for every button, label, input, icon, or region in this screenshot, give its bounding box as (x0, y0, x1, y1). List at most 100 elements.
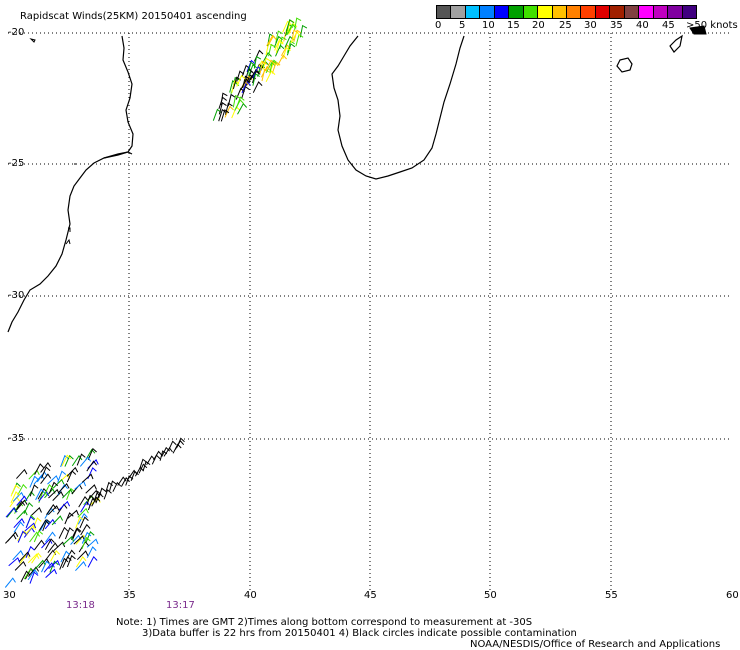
wind-barb (75, 516, 85, 529)
legend-label: 20 (532, 20, 545, 31)
wind-barb (252, 81, 263, 93)
wind-barb (81, 536, 91, 549)
wind-barb (33, 474, 45, 485)
wind-barb (77, 507, 89, 518)
wind-barb (78, 496, 89, 508)
map-title: Rapidscat Winds(25KM) 20150401 ascending (20, 11, 247, 22)
wind-barb (86, 546, 97, 558)
wind-barb (25, 515, 35, 529)
wind-barb (62, 536, 75, 546)
wind-barb (64, 454, 74, 467)
wind-barb (41, 560, 51, 573)
wind-barb (5, 533, 17, 544)
wind-barb (259, 60, 268, 74)
wind-barbs (4, 17, 308, 588)
wind-barb (67, 509, 79, 519)
wind-barb (33, 530, 44, 543)
wind-barb (47, 542, 59, 554)
wind-barb (49, 560, 59, 573)
wind-barb (39, 519, 50, 531)
wind-barb (17, 530, 27, 543)
legend-label: 15 (507, 20, 520, 31)
wind-barb (241, 85, 250, 99)
wind-barb (28, 566, 40, 577)
wind-barb (43, 562, 55, 573)
wind-barb (12, 550, 24, 561)
wind-barb (31, 552, 42, 564)
wind-barb (103, 489, 112, 500)
wind-barb (85, 484, 97, 494)
wind-barb (77, 512, 88, 525)
wind-barb (290, 31, 301, 43)
wind-barb (58, 526, 69, 539)
lat-label: -25 (8, 158, 25, 169)
wind-barb (57, 470, 67, 483)
wind-barb (220, 109, 230, 122)
wind-barb (25, 545, 35, 558)
pass-time-label: 13:17 (166, 600, 195, 611)
wind-barb (50, 549, 60, 562)
wind-barb (98, 487, 107, 498)
wind-barb (275, 40, 284, 54)
wind-barb (61, 488, 74, 499)
wind-barb (81, 531, 92, 544)
wind-barb (4, 577, 16, 588)
wind-barb (176, 437, 185, 448)
wind-barb (138, 463, 148, 474)
wind-barb (10, 491, 21, 504)
wind-barb (95, 492, 104, 504)
wind-barb (253, 55, 262, 69)
wind-barb (47, 475, 59, 485)
wind-barb (24, 490, 35, 503)
wind-barb (64, 512, 74, 525)
pass-time-label: 13:18 (66, 600, 95, 611)
lat-lon-grid (8, 32, 732, 590)
wind-barb (87, 447, 97, 460)
lon-label: 45 (364, 590, 377, 601)
wind-barb (265, 70, 276, 83)
wind-barb (61, 454, 72, 467)
wind-barb (232, 94, 241, 108)
wind-barb (66, 554, 76, 568)
wind-barb (282, 20, 292, 33)
wind-barb (14, 560, 27, 571)
wind-barb (12, 491, 25, 502)
wind-barb (58, 500, 71, 511)
wind-barb (16, 468, 28, 479)
wind-barb (241, 81, 251, 94)
wind-barb (246, 59, 256, 72)
wind-barb (27, 553, 40, 564)
wind-barb (48, 559, 61, 569)
wind-barb (168, 440, 177, 451)
lon-label: 50 (484, 590, 497, 601)
wind-barb (248, 63, 258, 77)
wind-barb (38, 519, 50, 531)
legend-label: 30 (584, 20, 597, 31)
wind-barb (58, 483, 70, 494)
wind-barb (235, 87, 245, 100)
island-outline (616, 57, 633, 73)
legend-label: 45 (662, 20, 675, 31)
wind-barb (255, 60, 266, 73)
wind-barb (10, 484, 20, 497)
lon-label: 35 (123, 590, 136, 601)
wind-barb (117, 476, 127, 486)
wind-barb (24, 522, 37, 532)
wind-barb (274, 38, 284, 51)
wind-barb (266, 34, 277, 47)
legend-label: 40 (636, 20, 649, 31)
wind-barb (17, 483, 28, 496)
wind-barb (262, 57, 271, 70)
wind-barb (64, 527, 74, 540)
lon-label: 40 (244, 590, 257, 601)
wind-barb (46, 503, 57, 515)
wind-barb (86, 538, 99, 548)
wind-barb (86, 460, 97, 472)
wind-barb (159, 450, 168, 461)
wind-barb (6, 506, 18, 518)
wind-barb (120, 477, 130, 487)
wind-barb (236, 74, 246, 87)
wind-barb (79, 516, 89, 529)
wind-barb (261, 52, 272, 64)
wind-barb (85, 531, 95, 544)
